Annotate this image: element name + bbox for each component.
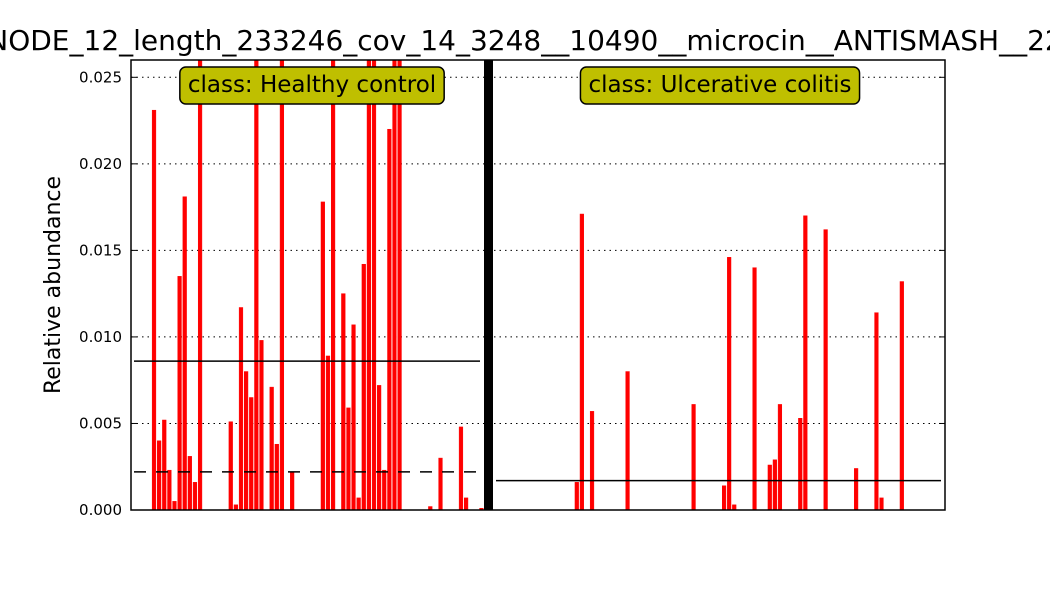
bar <box>259 340 264 511</box>
bar <box>162 419 167 511</box>
bar <box>182 196 187 511</box>
bar <box>249 397 254 511</box>
y-tick-label: 0.010 <box>79 328 122 346</box>
bar <box>722 485 727 511</box>
bar <box>879 497 884 511</box>
bar <box>279 59 285 511</box>
chart-title: NODE_12_length_233246_cov_14_3248__10490… <box>0 24 1050 57</box>
bar <box>330 59 336 511</box>
bar <box>274 443 279 511</box>
bar <box>752 267 757 511</box>
bar <box>854 468 859 511</box>
bar <box>157 440 162 511</box>
bar <box>177 276 182 511</box>
stat-lines <box>134 360 941 482</box>
bar <box>727 257 732 511</box>
bar <box>325 355 331 511</box>
bar <box>356 497 361 511</box>
bar <box>579 213 584 511</box>
bar <box>361 263 366 511</box>
bar <box>377 385 382 511</box>
bar <box>187 456 192 511</box>
bar <box>772 459 777 511</box>
bar <box>691 404 696 511</box>
bar <box>233 504 238 511</box>
class-label-background <box>579 66 861 105</box>
bar <box>625 371 630 511</box>
bar <box>382 469 387 511</box>
bar <box>371 59 377 511</box>
bar <box>197 59 203 511</box>
bar <box>464 497 469 511</box>
bar <box>269 386 274 511</box>
bar <box>351 324 356 511</box>
bar <box>798 418 803 511</box>
bar <box>387 128 392 511</box>
bar <box>438 457 443 511</box>
class-labels: class: Healthy control class: Ulcerative … <box>179 66 861 105</box>
bar <box>167 469 172 511</box>
bar <box>346 407 351 511</box>
y-axis-ticks: 0.000 0.005 0.010 0.015 0.020 0.025 <box>79 68 945 519</box>
bar <box>238 307 244 511</box>
bar <box>803 215 808 511</box>
bar <box>589 411 595 511</box>
y-tick-label: 0.020 <box>79 155 122 173</box>
class-label-box: class: Healthy control <box>179 66 445 105</box>
bars <box>151 59 904 511</box>
grid <box>131 76 945 424</box>
bar <box>397 59 402 511</box>
bar <box>392 59 397 511</box>
class-label-background <box>179 66 445 105</box>
class-label-text: class: Ulcerative colitis <box>588 72 851 98</box>
y-tick-label: 0.000 <box>79 501 122 519</box>
class-label-box: class: Ulcerative colitis <box>579 66 861 105</box>
bar <box>228 421 233 511</box>
y-tick-label: 0.005 <box>79 414 122 432</box>
bar <box>151 109 157 511</box>
bar <box>574 482 579 511</box>
bar <box>366 59 371 511</box>
bar <box>767 464 772 511</box>
y-tick-label: 0.025 <box>79 68 122 86</box>
y-tick-label: 0.015 <box>79 241 122 259</box>
bar <box>290 471 295 511</box>
bar <box>244 371 249 511</box>
bar <box>254 59 259 511</box>
bar <box>341 293 346 511</box>
bar <box>732 504 737 511</box>
class-divider <box>484 60 493 510</box>
bar <box>899 281 904 511</box>
plot-frame <box>130 59 946 511</box>
bar <box>458 426 464 511</box>
bar <box>320 201 325 511</box>
bar <box>192 482 198 511</box>
class-label-text: class: Healthy control <box>188 72 436 98</box>
bar <box>823 229 828 511</box>
y-axis-label: Relative abundance <box>41 176 66 394</box>
bar <box>172 501 177 511</box>
bar <box>777 404 783 511</box>
